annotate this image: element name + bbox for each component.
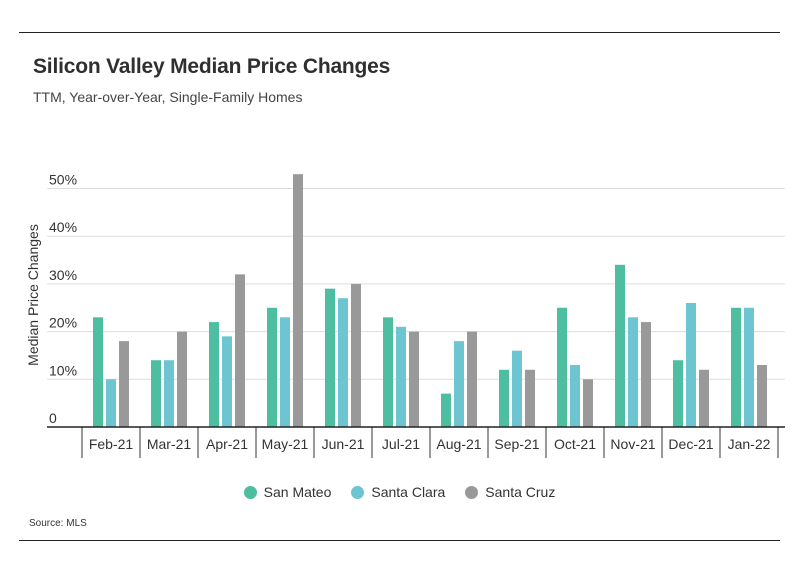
bar-san-mateo-may-21 — [267, 307, 277, 427]
bar-santa-clara-apr-21 — [222, 336, 232, 427]
x-tick-label-dec-21: Dec-21 — [668, 436, 713, 452]
x-tick-label-apr-21: Apr-21 — [206, 436, 248, 452]
bar-santa-cruz-jun-21 — [351, 283, 361, 427]
bar-santa-clara-aug-21 — [454, 341, 464, 427]
bar-san-mateo-jul-21 — [383, 317, 393, 427]
bar-santa-clara-may-21 — [280, 317, 290, 427]
legend: San Mateo Santa Clara Santa Cruz — [0, 484, 799, 500]
top-rule — [19, 32, 780, 33]
bar-santa-clara-feb-21 — [106, 379, 116, 427]
bar-san-mateo-oct-21 — [557, 307, 567, 427]
bar-santa-cruz-may-21 — [293, 174, 303, 427]
y-tick-label-40: 40% — [49, 219, 77, 235]
bar-santa-cruz-nov-21 — [641, 322, 651, 427]
legend-swatch-san-mateo — [243, 485, 257, 499]
legend-swatch-santa-cruz — [465, 485, 479, 499]
bar-san-mateo-mar-21 — [151, 360, 161, 427]
bar-san-mateo-dec-21 — [673, 360, 683, 427]
bar-san-mateo-apr-21 — [209, 322, 219, 427]
bar-santa-clara-nov-21 — [628, 317, 638, 427]
x-tick-label-nov-21: Nov-21 — [610, 436, 655, 452]
y-tick-label-50: 50% — [49, 172, 77, 188]
bar-santa-cruz-oct-21 — [583, 379, 593, 427]
legend-label-san-mateo: San Mateo — [263, 484, 332, 500]
bar-santa-cruz-jul-21 — [409, 331, 419, 427]
y-tick-label-10: 10% — [49, 362, 77, 378]
bar-san-mateo-nov-21 — [615, 264, 625, 427]
bar-santa-cruz-jan-22 — [757, 364, 767, 427]
bar-santa-cruz-feb-21 — [119, 341, 129, 427]
legend-label-santa-cruz: Santa Cruz — [485, 484, 556, 500]
bar-santa-cruz-apr-21 — [235, 274, 245, 427]
x-tick-label-jun-21: Jun-21 — [322, 436, 365, 452]
y-tick-label-20: 20% — [49, 315, 77, 331]
legend-item-santa-clara: Santa Clara — [351, 484, 445, 500]
bar-santa-cruz-sep-21 — [525, 369, 535, 427]
bar-santa-clara-jan-22 — [744, 307, 754, 427]
x-tick-label-mar-21: Mar-21 — [147, 436, 192, 452]
legend-item-santa-cruz: Santa Cruz — [465, 484, 555, 500]
bar-santa-clara-mar-21 — [164, 360, 174, 427]
bar-santa-clara-sep-21 — [512, 350, 522, 427]
bar-santa-clara-oct-21 — [570, 364, 580, 427]
bar-santa-cruz-aug-21 — [467, 331, 477, 427]
bar-san-mateo-aug-21 — [441, 393, 451, 427]
chart-subtitle: TTM, Year-over-Year, Single-Family Homes — [33, 89, 303, 105]
bar-san-mateo-jun-21 — [325, 288, 335, 427]
bar-santa-clara-dec-21 — [686, 302, 696, 427]
legend-label-santa-clara: Santa Clara — [371, 484, 446, 500]
x-tick-label-feb-21: Feb-21 — [89, 436, 134, 452]
legend-swatch-santa-clara — [351, 485, 365, 499]
bar-san-mateo-jan-22 — [731, 307, 741, 427]
x-tick-label-jul-21: Jul-21 — [382, 436, 420, 452]
bar-santa-clara-jul-21 — [396, 326, 406, 427]
bar-san-mateo-feb-21 — [93, 317, 103, 427]
source-note: Source: MLS — [29, 518, 87, 529]
bottom-rule — [19, 540, 780, 541]
bar-san-mateo-sep-21 — [499, 369, 509, 427]
x-tick-label-sep-21: Sep-21 — [494, 436, 539, 452]
x-tick-label-aug-21: Aug-21 — [436, 436, 481, 452]
bar-santa-clara-jun-21 — [338, 298, 348, 427]
y-tick-label-0: 0 — [49, 410, 57, 426]
x-tick-label-may-21: May-21 — [262, 436, 309, 452]
x-tick-label-oct-21: Oct-21 — [554, 436, 596, 452]
legend-item-san-mateo: San Mateo — [243, 484, 332, 500]
chart-title: Silicon Valley Median Price Changes — [33, 55, 391, 78]
y-tick-label-30: 30% — [49, 267, 77, 283]
x-tick-label-jan-22: Jan-22 — [728, 436, 771, 452]
bar-santa-cruz-mar-21 — [177, 331, 187, 427]
bar-santa-cruz-dec-21 — [699, 369, 709, 427]
